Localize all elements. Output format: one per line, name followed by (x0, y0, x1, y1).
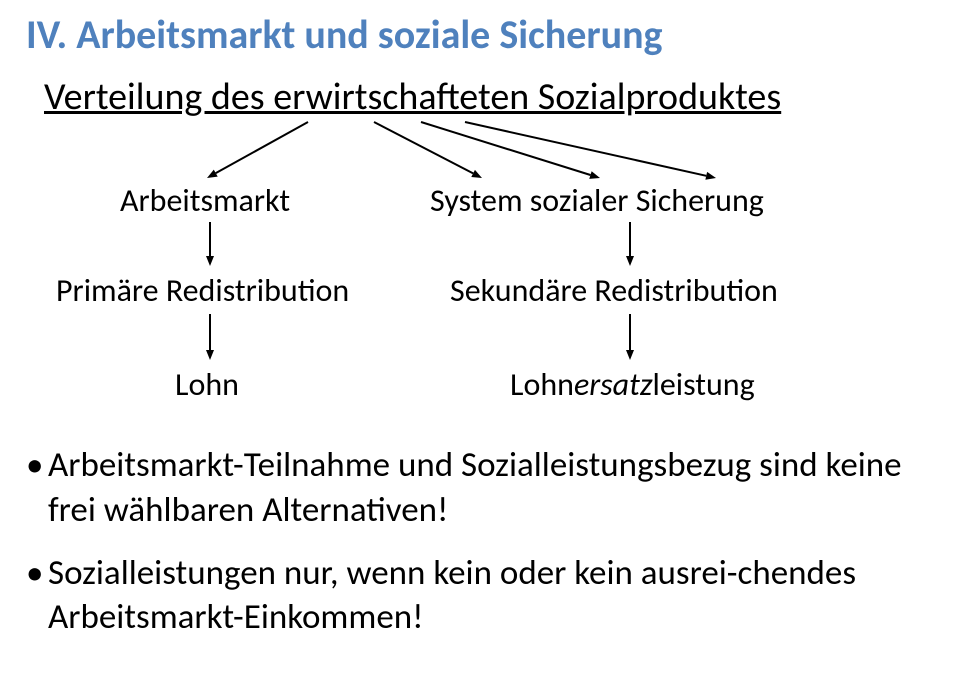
slide: IV. Arbeitsmarkt und soziale Sicherung V… (0, 0, 960, 682)
section-heading: IV. Arbeitsmarkt und soziale Sicherung (26, 10, 663, 59)
node-sekundaere-redistribution: Sekundäre Redistribution (450, 271, 778, 310)
node-lohnersatzleistung: Lohnersatzleistung (510, 365, 755, 404)
lohnersatz-prefix: Lohn (510, 365, 574, 404)
slide-subtitle: Verteilung des erwirtschafteten Sozialpr… (44, 74, 781, 120)
node-arbeitsmarkt: Arbeitsmarkt (120, 181, 290, 220)
bullet-list: Arbeitsmarkt-Teilnahme und Sozialleistun… (26, 443, 926, 658)
node-primaere-redistribution: Primäre Redistribution (56, 271, 349, 310)
bullet-item: Arbeitsmarkt-Teilnahme und Sozialleistun… (26, 443, 926, 533)
lohnersatz-italic: ersatz (574, 365, 653, 404)
lohnersatz-suffix: leistung (652, 365, 754, 404)
node-lohn: Lohn (175, 365, 239, 404)
node-system-sozialer-sicherung: System sozialer Sicherung (430, 181, 764, 220)
bullet-item: Sozialleistungen nur, wenn kein oder kei… (26, 551, 926, 641)
